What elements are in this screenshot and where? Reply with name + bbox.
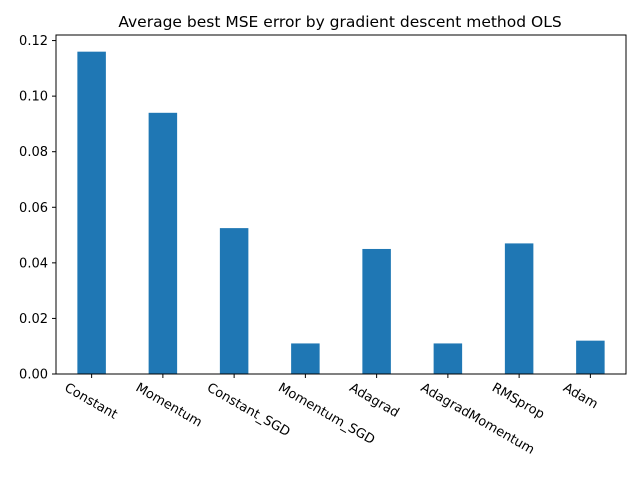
bar-adam bbox=[576, 340, 605, 374]
x-tick-label-rmsprop: RMSprop bbox=[489, 380, 547, 422]
plot-frame bbox=[55, 34, 627, 375]
y-tick-label: 0.08 bbox=[19, 145, 48, 160]
x-tick-label-adam: Adam bbox=[560, 380, 600, 412]
bar-constant bbox=[77, 51, 106, 375]
bar-adagradmomentum bbox=[433, 343, 463, 374]
bar-adagrad bbox=[362, 248, 391, 374]
x-tick-label-momentum: Momentum bbox=[133, 380, 205, 430]
y-tick-label: 0.10 bbox=[19, 90, 48, 105]
y-tick-label: 0.04 bbox=[19, 256, 48, 271]
x-axis: Constant Momentum Constant_SGDMomentum_SGD… bbox=[62, 374, 600, 458]
x-tick-label-adagradmomentum: AdagradMomentum bbox=[418, 380, 537, 457]
y-tick-label: 0.00 bbox=[19, 368, 48, 383]
y-axis: 0.00 0.02 0.04 0.06 0.08 0.10 0.12 bbox=[19, 34, 56, 383]
y-tick-label: 0.02 bbox=[19, 312, 48, 327]
x-tick-label-adagrad: Adagrad bbox=[347, 380, 402, 420]
bar-momentum_sgd bbox=[291, 343, 320, 374]
x-tick-label-constant: Constant bbox=[62, 380, 120, 422]
bars bbox=[77, 51, 605, 375]
bar-rmsprop bbox=[504, 243, 534, 374]
bar-momentum bbox=[148, 112, 178, 374]
bar-constant_sgd bbox=[219, 228, 249, 374]
chart-title: Average best MSE error by gradient desce… bbox=[118, 13, 561, 31]
y-tick-label: 0.12 bbox=[19, 34, 48, 49]
y-tick-label: 0.06 bbox=[19, 201, 48, 216]
